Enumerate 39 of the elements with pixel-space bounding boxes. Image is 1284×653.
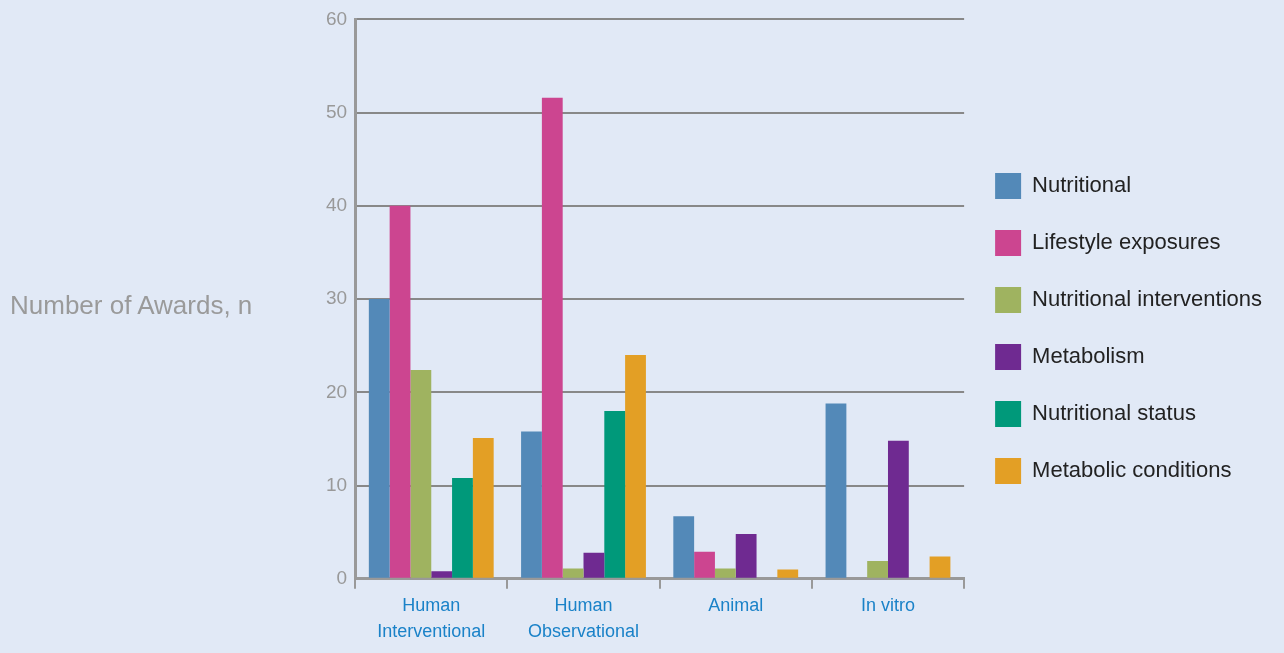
bar [410, 369, 432, 578]
legend-label: Metabolism [1032, 343, 1145, 369]
legend-label: Nutritional interventions [1032, 286, 1263, 312]
legend-label: Metabolic conditions [1032, 457, 1232, 483]
bar [389, 205, 411, 578]
bar [431, 571, 453, 578]
bar [583, 552, 605, 578]
x-tick-label: Human Observational [527, 594, 640, 641]
legend-label: Nutritional [1032, 172, 1132, 198]
bar [825, 403, 847, 578]
bar [714, 568, 736, 578]
bar [368, 299, 390, 578]
x-tick-label: Animal [708, 594, 764, 615]
bar [867, 561, 888, 578]
x-tick-label: Human Interventional [377, 594, 486, 641]
bar [472, 438, 494, 578]
bar [452, 478, 473, 578]
y-tick-label: 50 [325, 100, 348, 122]
bar [562, 568, 584, 578]
bar [735, 534, 757, 578]
y-tick-label: 20 [325, 380, 348, 402]
bar [604, 410, 626, 578]
y-axis-title: Number of Awards, n [10, 290, 253, 321]
x-tick-label: In vitro [860, 594, 915, 615]
y-tick-label: 30 [325, 287, 348, 309]
y-tick-label: 0 [336, 567, 348, 589]
bar [777, 569, 799, 578]
bar [929, 556, 951, 578]
bar [673, 516, 695, 578]
bar [625, 355, 646, 578]
bar [541, 97, 563, 578]
bar [694, 551, 715, 578]
legend-label: Lifestyle exposures [1032, 229, 1221, 255]
bar [521, 431, 542, 578]
legend-label: Nutritional status [1032, 400, 1196, 426]
y-tick-label: 10 [325, 473, 348, 495]
bar [887, 440, 909, 578]
y-tick-label: 40 [325, 194, 348, 216]
y-tick-label: 60 [325, 7, 348, 29]
